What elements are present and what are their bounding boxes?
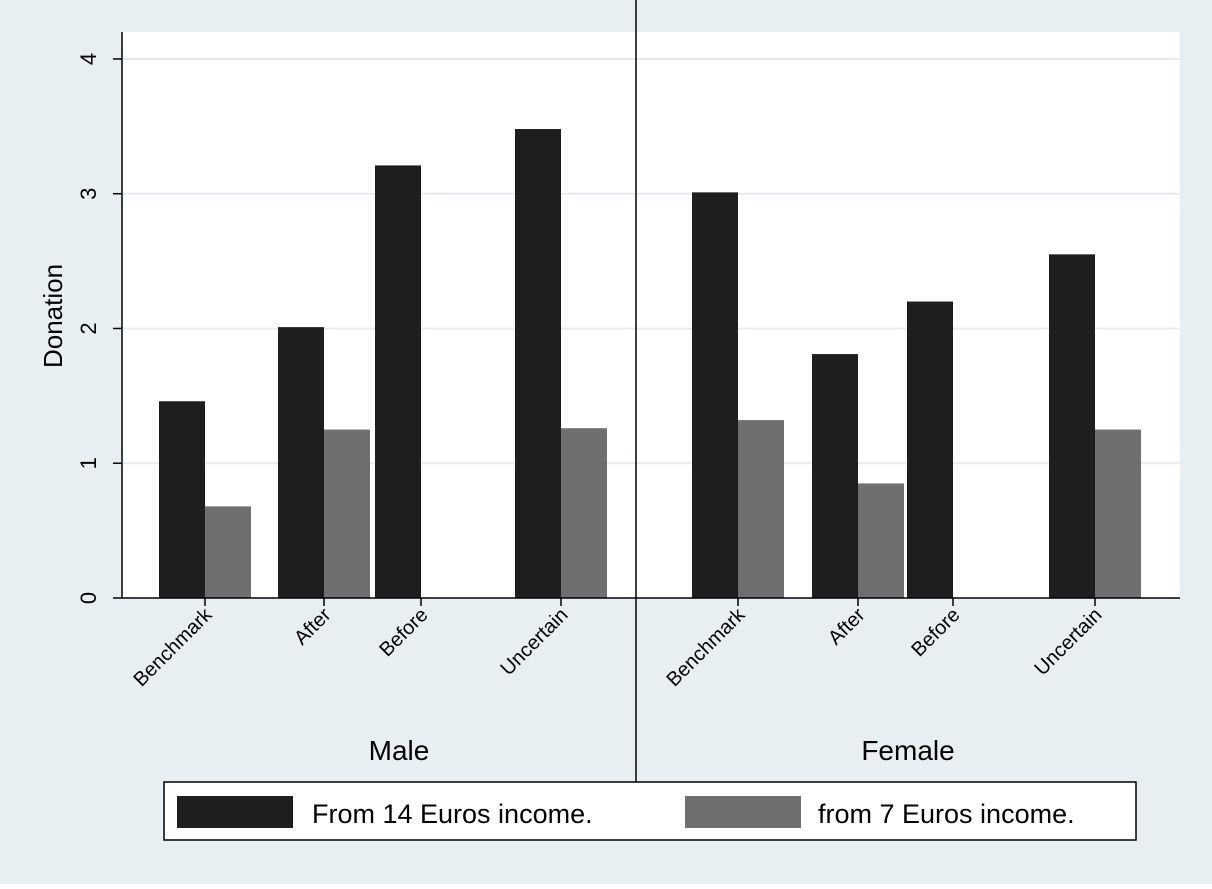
bar [858,483,904,598]
bar [812,354,858,598]
bar [205,506,251,598]
bar [1095,429,1141,598]
bar [375,165,421,598]
bar [692,192,738,598]
bar [561,428,607,598]
legend-swatch [685,796,801,828]
bar [515,129,561,598]
panel-label: Female [861,735,954,766]
legend-box [163,781,1137,841]
panel-label: Male [369,735,430,766]
y-axis-title: Donation [38,264,68,368]
bar [907,301,953,598]
legend-label: From 14 Euros income. [312,799,593,829]
bar [738,420,784,598]
bar [278,327,324,598]
y-tick-label: 3 [76,188,101,200]
y-tick-label: 0 [76,592,101,604]
y-tick-label: 4 [76,53,101,65]
bar [159,401,205,598]
bar [1049,254,1095,598]
y-tick-label: 1 [76,457,101,469]
y-tick-label: 2 [76,322,101,334]
legend-label: from 7 Euros income. [818,799,1075,829]
legend-swatch [177,796,293,828]
bar [324,429,370,598]
